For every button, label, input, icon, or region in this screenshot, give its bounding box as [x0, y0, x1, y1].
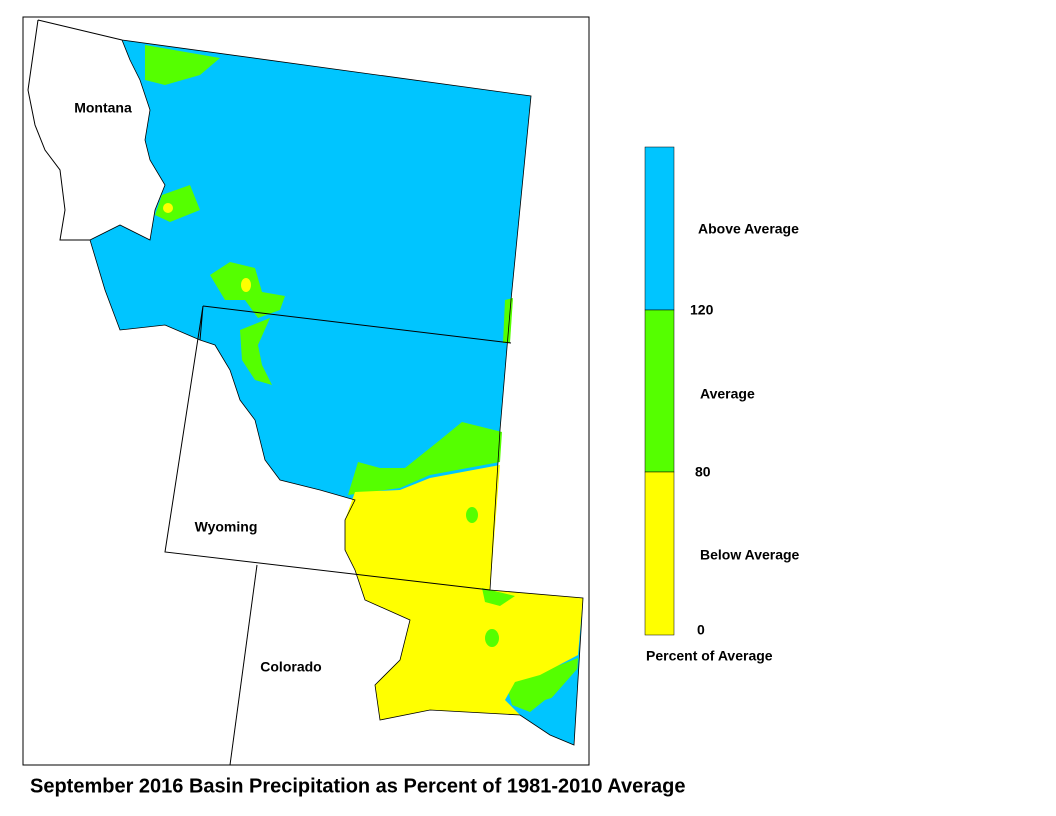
region-average	[466, 507, 478, 523]
region-below	[163, 203, 173, 213]
colorado-outline	[229, 564, 258, 766]
region-average	[482, 588, 515, 606]
state-label: Wyoming	[195, 519, 258, 535]
montana-outline	[27, 19, 512, 344]
region-above	[548, 668, 578, 745]
legend-class-label: Above Average	[698, 221, 799, 237]
region-below	[345, 465, 583, 720]
legend-swatch	[644, 146, 675, 311]
map-title: September 2016 Basin Precipitation as Pe…	[30, 775, 686, 797]
region-average	[485, 629, 499, 647]
state-label: Colorado	[260, 659, 321, 675]
region-average	[348, 422, 502, 495]
legend-class-label: Below Average	[700, 547, 800, 563]
legend-break-label: 80	[695, 464, 711, 480]
legend-break-label: 0	[697, 622, 705, 638]
region-average	[240, 318, 272, 385]
state-label: Montana	[74, 100, 132, 116]
state-boundaries	[27, 19, 512, 766]
precipitation-map	[89, 39, 584, 746]
region-average	[145, 45, 220, 85]
legend-title: Percent of Average	[646, 648, 773, 664]
legend-swatch	[644, 309, 675, 473]
legend-break-label: 120	[690, 302, 714, 318]
basin-outline	[89, 39, 584, 746]
region-average	[155, 185, 200, 222]
legend: Above Average Average Below Average 120 …	[644, 146, 800, 664]
legend-class-label: Average	[700, 386, 755, 402]
legend-swatch	[644, 471, 675, 636]
region-below	[241, 278, 251, 292]
wyoming-outline	[164, 305, 491, 591]
